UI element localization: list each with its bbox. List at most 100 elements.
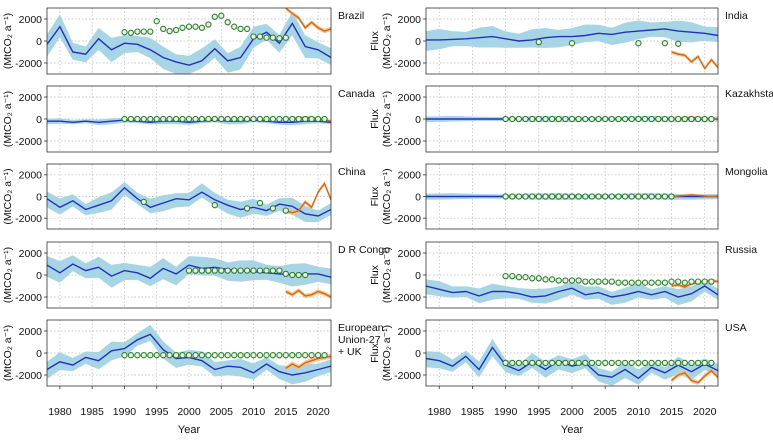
y-tick-label: -2000 (15, 292, 42, 304)
inventory-point (635, 279, 642, 286)
inventory-point (575, 193, 582, 200)
inventory-point (276, 35, 283, 42)
y-tick-label: -2000 (394, 292, 421, 304)
x-tick-label: 2015 (660, 406, 684, 418)
y-axis-title-line1: Flux (369, 108, 381, 129)
inventory-point (179, 24, 186, 31)
y-axis-title-line1: Flux (369, 30, 381, 51)
inventory-point (548, 276, 556, 283)
inventory-point (529, 359, 536, 367)
inventory-point (708, 359, 715, 367)
inventory-point (621, 359, 629, 367)
inventory-point (628, 115, 635, 123)
panel-label: Kazakhstan (725, 88, 773, 100)
inventory-point (635, 40, 642, 47)
inventory-point (276, 352, 283, 359)
x-tick-label: 1995 (527, 406, 551, 418)
x-tick-label: 1980 (428, 406, 452, 418)
inventory-point (562, 193, 569, 200)
y-axis-title-line2: (MtCO₂ a⁻¹) (2, 91, 14, 147)
y-tick-label: -2000 (394, 370, 421, 382)
inventory-point (595, 359, 602, 367)
inventory-point (211, 267, 218, 274)
inventory-point (661, 115, 669, 123)
inventory-point (582, 359, 589, 367)
x-tick-label: 2010 (627, 406, 651, 418)
inventory-point (263, 115, 270, 123)
inventory-point (147, 352, 154, 359)
inventory-point (205, 267, 212, 274)
inventory-point (289, 115, 296, 123)
blue-series-line (47, 119, 331, 124)
inventory-point (655, 279, 662, 286)
inventory-point (256, 199, 264, 207)
inventory-point (582, 193, 589, 200)
inventory-point (668, 278, 675, 285)
x-tick-label: 2005 (594, 406, 618, 418)
inventory-point (688, 115, 695, 123)
inventory-point (661, 193, 669, 200)
inventory-point (661, 40, 669, 47)
inventory-point (172, 26, 180, 34)
inventory-point (192, 115, 199, 123)
uncertainty-band (426, 20, 718, 51)
inventory-point (269, 205, 277, 212)
inventory-point (121, 29, 128, 36)
inventory-point (166, 27, 173, 35)
inventory-point (602, 359, 609, 367)
x-tick-label: 1990 (113, 406, 137, 418)
inventory-point (314, 115, 322, 123)
y-tick-label: 0 (415, 348, 421, 360)
blue-series-line (426, 346, 718, 380)
inventory-point (628, 193, 635, 200)
inventory-point (243, 352, 251, 359)
inventory-point (621, 193, 629, 200)
inventory-point (542, 359, 549, 367)
inventory-point (282, 207, 289, 214)
inventory-point (675, 359, 682, 367)
panel-label: USA (725, 322, 747, 334)
panel-label: Canada (338, 88, 375, 100)
inventory-point (535, 38, 542, 46)
panel-brazil: 2000 0 -2000 Flux (MtCO₂ a⁻¹) Brazil (0, 7, 364, 75)
inventory-point (522, 274, 529, 281)
inventory-point (172, 352, 180, 359)
inventory-point (648, 115, 655, 123)
inventory-point (237, 25, 244, 33)
inventory-point (568, 359, 576, 367)
y-tick-label: 0 (415, 36, 421, 48)
y-tick-label: 2000 (398, 170, 422, 182)
inventory-point (515, 359, 523, 367)
inventory-point (661, 279, 669, 286)
inventory-point (615, 115, 622, 123)
inventory-point (231, 115, 238, 123)
inventory-point (548, 193, 556, 200)
inventory-point (231, 267, 238, 274)
y-axis-title-line2: (MtCO₂ a⁻¹) (2, 325, 14, 381)
inventory-point (250, 33, 257, 40)
y-axis-title-line1: Flux (369, 186, 381, 207)
inventory-point (588, 359, 596, 367)
inventory-point (282, 34, 289, 41)
inventory-point (211, 352, 218, 359)
inventory-point (502, 115, 509, 123)
inventory-point (655, 115, 662, 123)
inventory-point (509, 115, 516, 123)
y-tick-label: 2000 (19, 248, 43, 260)
inventory-point (160, 352, 167, 359)
inventory-point (314, 352, 322, 359)
inventory-point (608, 115, 615, 123)
inventory-point (522, 193, 529, 200)
inventory-point (668, 193, 675, 200)
inventory-point (688, 359, 695, 367)
inventory-point (282, 270, 289, 278)
y-tick-label: 2000 (398, 14, 422, 26)
inventory-point (269, 115, 277, 123)
panel-russia: 2000 0 -2000 Flux (MtCO₂ a⁻¹) Russia (369, 241, 757, 309)
inventory-point (153, 115, 160, 123)
inventory-point (568, 40, 576, 47)
y-tick-label: 2000 (398, 326, 422, 338)
inventory-point (127, 115, 135, 123)
y-axis-title-line2: (MtCO₂ a⁻¹) (2, 168, 14, 224)
